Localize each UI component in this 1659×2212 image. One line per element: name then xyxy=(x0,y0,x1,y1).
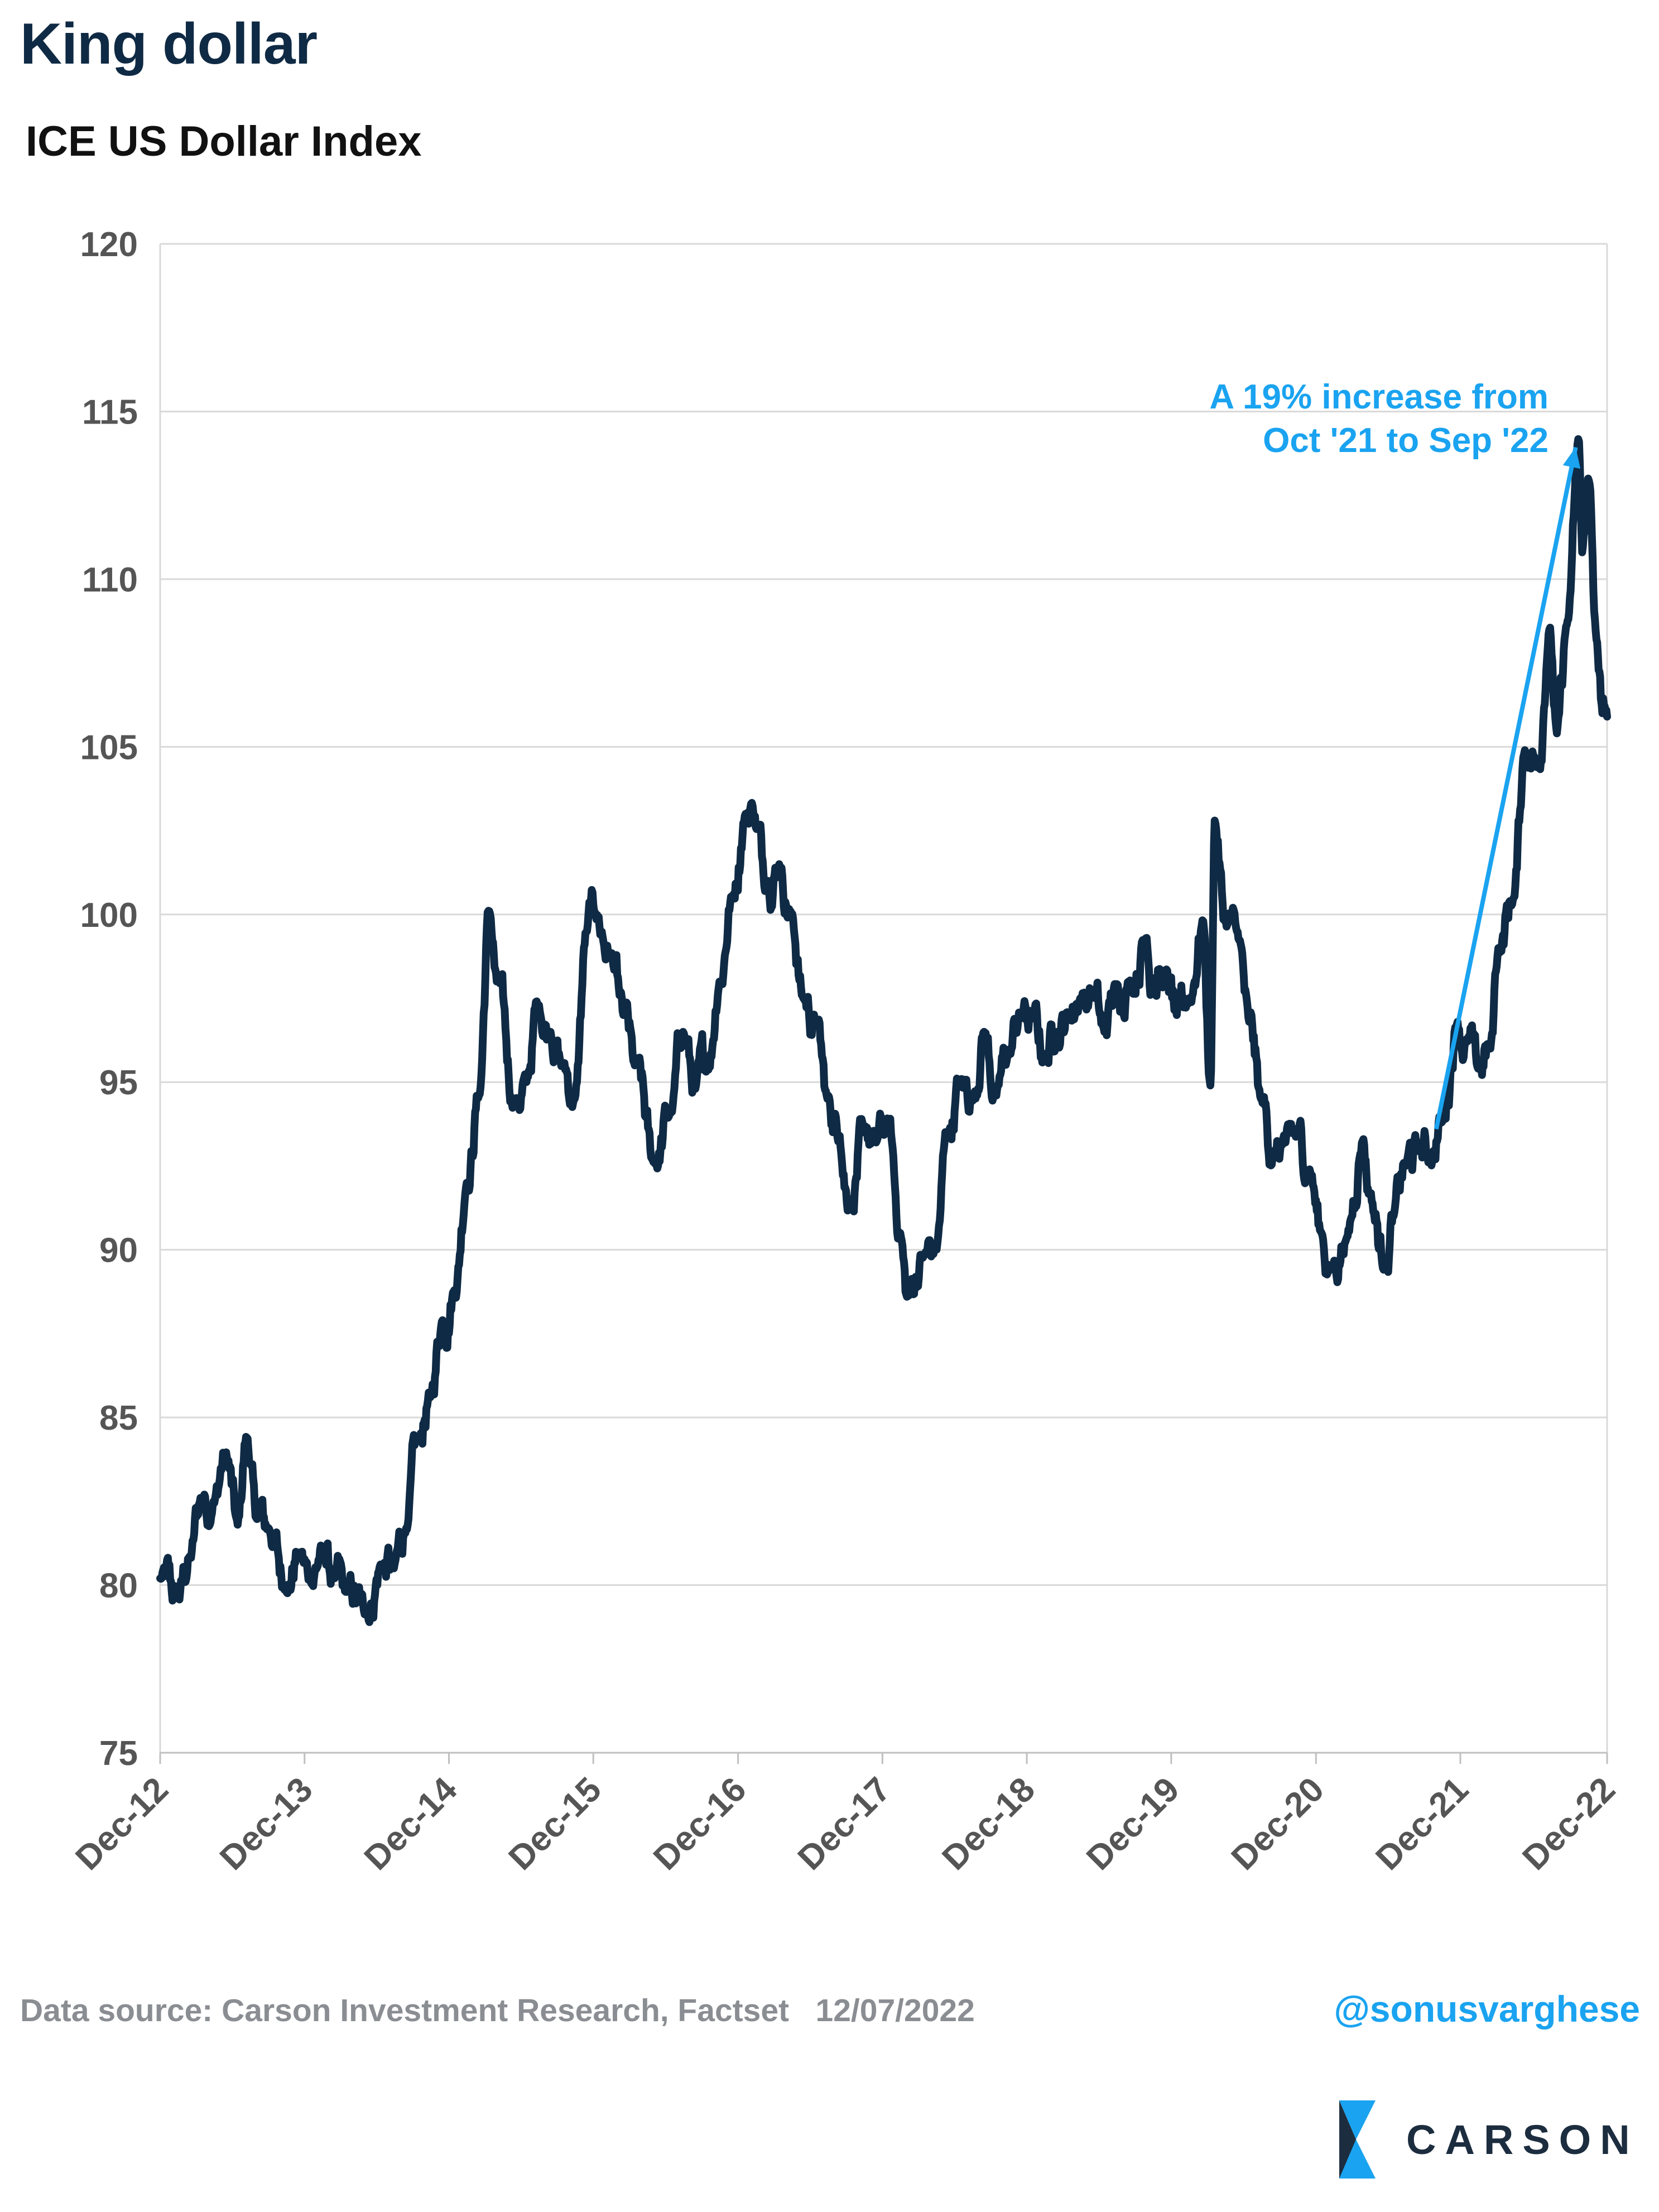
chart-title: King dollar xyxy=(20,12,318,76)
y-tick-label: 120 xyxy=(80,225,138,264)
y-tick-label: 90 xyxy=(99,1232,138,1270)
y-tick-label: 95 xyxy=(99,1064,138,1102)
x-tick-label: Dec-15 xyxy=(502,1770,609,1878)
annotation-layer: A 19% increase from Oct '21 to Sep '22 xyxy=(1209,378,1581,1130)
chart-subtitle: ICE US Dollar Index xyxy=(26,118,422,165)
x-tick-label: Dec-13 xyxy=(213,1770,320,1878)
x-tick-label: Dec-16 xyxy=(646,1770,754,1878)
author-handle[interactable]: @sonusvarghese xyxy=(1334,1988,1640,2030)
x-tick-label: Dec-20 xyxy=(1224,1770,1332,1878)
carson-wordmark: CARSON xyxy=(1406,2117,1639,2163)
y-tick-label: 80 xyxy=(99,1567,138,1605)
annotation-text-line: Oct '21 to Sep '22 xyxy=(1263,421,1549,460)
x-tick-label: Dec-12 xyxy=(68,1770,176,1878)
dollar-index-chart: 75 80 85 90 95 100 105 110 115 120 Dec-12 Dec-13 Dec… xyxy=(68,225,1623,1878)
y-tick-label: 100 xyxy=(80,896,138,935)
data-source-note: Data source: Carson Investment Research,… xyxy=(20,1993,975,2028)
y-tick-label: 115 xyxy=(82,393,138,431)
series-line xyxy=(156,435,1611,1626)
x-tick-label: Dec-19 xyxy=(1079,1770,1187,1878)
annotation-arrowhead xyxy=(1562,447,1581,469)
series-layer xyxy=(156,435,1611,1626)
carson-chevron-icon xyxy=(1339,2100,1376,2179)
y-tick-label: 110 xyxy=(82,561,138,599)
annotation-arrow xyxy=(1434,446,1578,1130)
y-tick-label: 105 xyxy=(80,728,138,767)
gridlines xyxy=(160,243,1607,1586)
y-tick-label: 75 xyxy=(99,1734,138,1773)
x-tick-label: Dec-17 xyxy=(791,1770,898,1878)
x-tick-label: Dec-21 xyxy=(1368,1770,1476,1878)
annotation-text-line: A 19% increase from xyxy=(1209,378,1549,416)
axes: 75 80 85 90 95 100 105 110 115 120 Dec-12 Dec-13 Dec… xyxy=(68,225,1623,1878)
x-tick-label: Dec-18 xyxy=(935,1770,1042,1878)
carson-logo: CARSON xyxy=(1323,2093,1635,2187)
y-tick-label: 85 xyxy=(99,1399,138,1437)
x-tick-label: Dec-22 xyxy=(1515,1770,1623,1878)
x-tick-label: Dec-14 xyxy=(357,1770,465,1878)
